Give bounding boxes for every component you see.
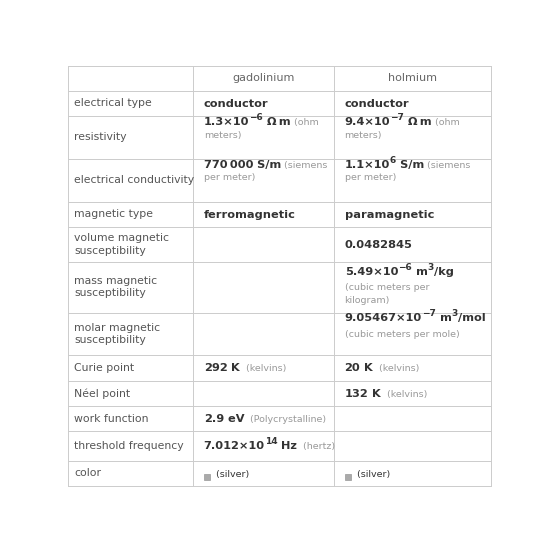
Text: −7: −7 [422,310,436,318]
Text: K: K [369,389,381,399]
Text: resistivity: resistivity [74,133,127,143]
Text: molar magnetic
susceptibility: molar magnetic susceptibility [74,323,161,345]
Text: 5.49×10: 5.49×10 [345,266,398,276]
Text: conductor: conductor [345,99,409,109]
Text: 3: 3 [428,263,434,271]
Text: eV: eV [224,414,245,424]
Text: 770 000: 770 000 [204,159,253,170]
Text: −6: −6 [249,113,263,122]
Text: 2.9: 2.9 [204,414,224,424]
Text: ferromagnetic: ferromagnetic [204,210,295,219]
Text: Ω m: Ω m [263,117,290,127]
Text: (ohm: (ohm [290,118,318,127]
Text: electrical conductivity: electrical conductivity [74,175,194,185]
Bar [204,473,210,480]
Text: electrical type: electrical type [74,98,152,109]
Text: (siemens: (siemens [281,161,328,170]
Text: 0.0482845: 0.0482845 [345,240,412,250]
Text: conductor: conductor [204,99,268,109]
Text: 1.3×10: 1.3×10 [204,117,249,127]
Text: 20: 20 [345,364,360,373]
Text: 7.012×10: 7.012×10 [204,441,265,452]
Text: (cubic meters per mole): (cubic meters per mole) [345,330,459,340]
Text: holmium: holmium [388,73,437,83]
Text: (silver): (silver) [212,470,249,479]
Text: Curie point: Curie point [74,363,134,373]
Text: /mol: /mol [458,313,485,323]
Text: color: color [74,468,101,478]
Text: per meter): per meter) [345,174,396,182]
Text: K: K [360,364,373,373]
Text: /kg: /kg [434,266,454,276]
Text: 132: 132 [345,389,369,399]
Text: (siemens: (siemens [424,161,471,170]
Text: (cubic meters per: (cubic meters per [345,283,429,293]
Text: −7: −7 [390,113,404,122]
Text: (kelvins): (kelvins) [240,365,287,373]
Text: S/m: S/m [396,159,424,170]
Text: 14: 14 [265,437,277,446]
Text: volume magnetic
susceptibility: volume magnetic susceptibility [74,233,169,256]
Text: kilogram): kilogram) [345,296,390,305]
Text: −6: −6 [398,263,412,271]
Text: 3: 3 [452,310,458,318]
Text: meters): meters) [204,130,241,140]
Text: (kelvins): (kelvins) [373,365,419,373]
Text: gadolinium: gadolinium [233,73,295,83]
Text: work function: work function [74,414,149,424]
Text: meters): meters) [345,130,382,140]
Text: 6: 6 [390,156,396,165]
Text: (silver): (silver) [354,470,390,479]
Text: mass magnetic
susceptibility: mass magnetic susceptibility [74,276,157,298]
Text: m: m [412,266,428,276]
Text: (ohm: (ohm [432,118,459,127]
Text: Ω m: Ω m [404,117,432,127]
Text: m: m [436,313,452,323]
Text: Néel point: Néel point [74,388,130,399]
Text: K: K [227,364,240,373]
Text: 1.1×10: 1.1×10 [345,159,390,170]
Text: threshold frequency: threshold frequency [74,441,184,451]
Text: 9.05467×10: 9.05467×10 [345,313,422,323]
Text: (hertz): (hertz) [297,442,335,452]
Text: paramagnetic: paramagnetic [345,210,434,219]
Text: per meter): per meter) [204,174,255,182]
Text: magnetic type: magnetic type [74,209,153,219]
Text: S/m: S/m [253,159,281,170]
Bar [345,473,351,480]
Text: 9.4×10: 9.4×10 [345,117,390,127]
Text: 292: 292 [204,364,227,373]
Text: Hz: Hz [277,441,297,452]
Text: (kelvins): (kelvins) [381,390,428,399]
Text: (Polycrystalline): (Polycrystalline) [245,415,327,424]
